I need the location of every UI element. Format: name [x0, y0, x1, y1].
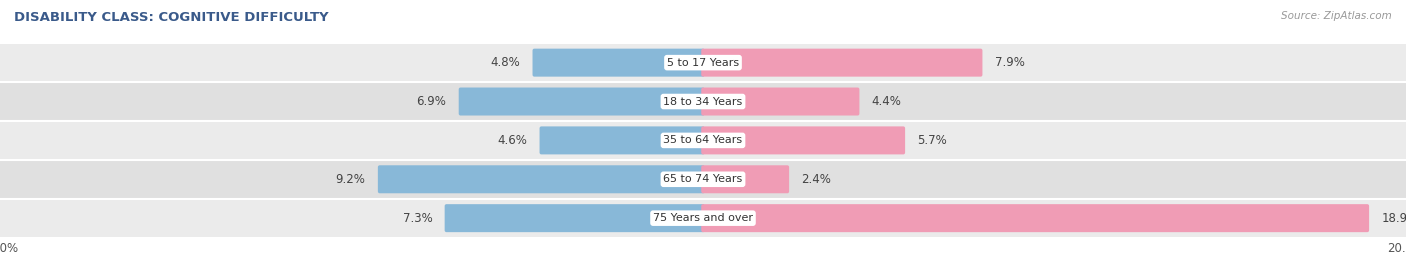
- FancyBboxPatch shape: [702, 87, 859, 116]
- FancyBboxPatch shape: [444, 204, 704, 232]
- Text: 5 to 17 Years: 5 to 17 Years: [666, 58, 740, 68]
- FancyBboxPatch shape: [0, 121, 1406, 160]
- FancyBboxPatch shape: [0, 199, 1406, 238]
- Text: 75 Years and over: 75 Years and over: [652, 213, 754, 223]
- Text: 6.9%: 6.9%: [416, 95, 447, 108]
- Text: 18 to 34 Years: 18 to 34 Years: [664, 96, 742, 107]
- Text: 4.8%: 4.8%: [491, 56, 520, 69]
- Text: 9.2%: 9.2%: [336, 173, 366, 186]
- Text: 7.3%: 7.3%: [402, 212, 433, 225]
- Text: 2.4%: 2.4%: [801, 173, 831, 186]
- Text: DISABILITY CLASS: COGNITIVE DIFFICULTY: DISABILITY CLASS: COGNITIVE DIFFICULTY: [14, 11, 329, 24]
- Text: 5.7%: 5.7%: [917, 134, 948, 147]
- Text: 65 to 74 Years: 65 to 74 Years: [664, 174, 742, 184]
- FancyBboxPatch shape: [533, 49, 704, 77]
- FancyBboxPatch shape: [0, 43, 1406, 82]
- Text: 18.9%: 18.9%: [1381, 212, 1406, 225]
- FancyBboxPatch shape: [540, 126, 704, 154]
- FancyBboxPatch shape: [0, 160, 1406, 199]
- FancyBboxPatch shape: [702, 49, 983, 77]
- FancyBboxPatch shape: [702, 165, 789, 193]
- FancyBboxPatch shape: [0, 82, 1406, 121]
- Text: 35 to 64 Years: 35 to 64 Years: [664, 135, 742, 146]
- Text: 4.4%: 4.4%: [872, 95, 901, 108]
- FancyBboxPatch shape: [458, 87, 704, 116]
- FancyBboxPatch shape: [378, 165, 704, 193]
- Text: 4.6%: 4.6%: [498, 134, 527, 147]
- FancyBboxPatch shape: [702, 126, 905, 154]
- FancyBboxPatch shape: [702, 204, 1369, 232]
- Text: Source: ZipAtlas.com: Source: ZipAtlas.com: [1281, 11, 1392, 21]
- Text: 7.9%: 7.9%: [995, 56, 1025, 69]
